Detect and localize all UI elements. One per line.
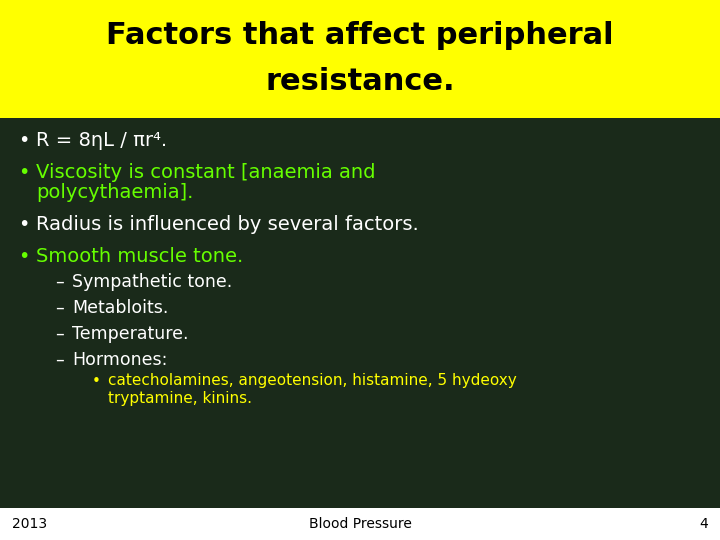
- Text: Metabloits.: Metabloits.: [72, 299, 168, 317]
- Text: •: •: [18, 131, 30, 150]
- Text: –: –: [55, 299, 64, 317]
- Text: –: –: [55, 325, 64, 343]
- Text: •: •: [18, 214, 30, 233]
- Text: –: –: [55, 273, 64, 291]
- Text: Sympathetic tone.: Sympathetic tone.: [72, 273, 233, 291]
- Text: R = 8ηL / πr⁴.: R = 8ηL / πr⁴.: [36, 131, 167, 150]
- Text: catecholamines, angeotension, histamine, 5 hydeoxy: catecholamines, angeotension, histamine,…: [108, 374, 517, 388]
- FancyBboxPatch shape: [0, 118, 720, 508]
- Text: Smooth muscle tone.: Smooth muscle tone.: [36, 246, 243, 266]
- FancyBboxPatch shape: [0, 508, 720, 540]
- Text: Radius is influenced by several factors.: Radius is influenced by several factors.: [36, 214, 419, 233]
- Text: •: •: [18, 246, 30, 266]
- Text: polycythaemia].: polycythaemia].: [36, 183, 194, 201]
- Text: •: •: [18, 163, 30, 181]
- Text: Hormones:: Hormones:: [72, 351, 167, 369]
- Text: 2013: 2013: [12, 517, 47, 531]
- Text: resistance.: resistance.: [265, 68, 455, 97]
- Text: Factors that affect peripheral: Factors that affect peripheral: [106, 22, 614, 51]
- Text: tryptamine, kinins.: tryptamine, kinins.: [108, 390, 252, 406]
- Text: •: •: [92, 374, 101, 388]
- Text: 4: 4: [699, 517, 708, 531]
- FancyBboxPatch shape: [0, 0, 720, 118]
- Text: Viscosity is constant [anaemia and: Viscosity is constant [anaemia and: [36, 163, 376, 181]
- Text: Blood Pressure: Blood Pressure: [309, 517, 411, 531]
- Text: –: –: [55, 351, 64, 369]
- Text: Temperature.: Temperature.: [72, 325, 189, 343]
